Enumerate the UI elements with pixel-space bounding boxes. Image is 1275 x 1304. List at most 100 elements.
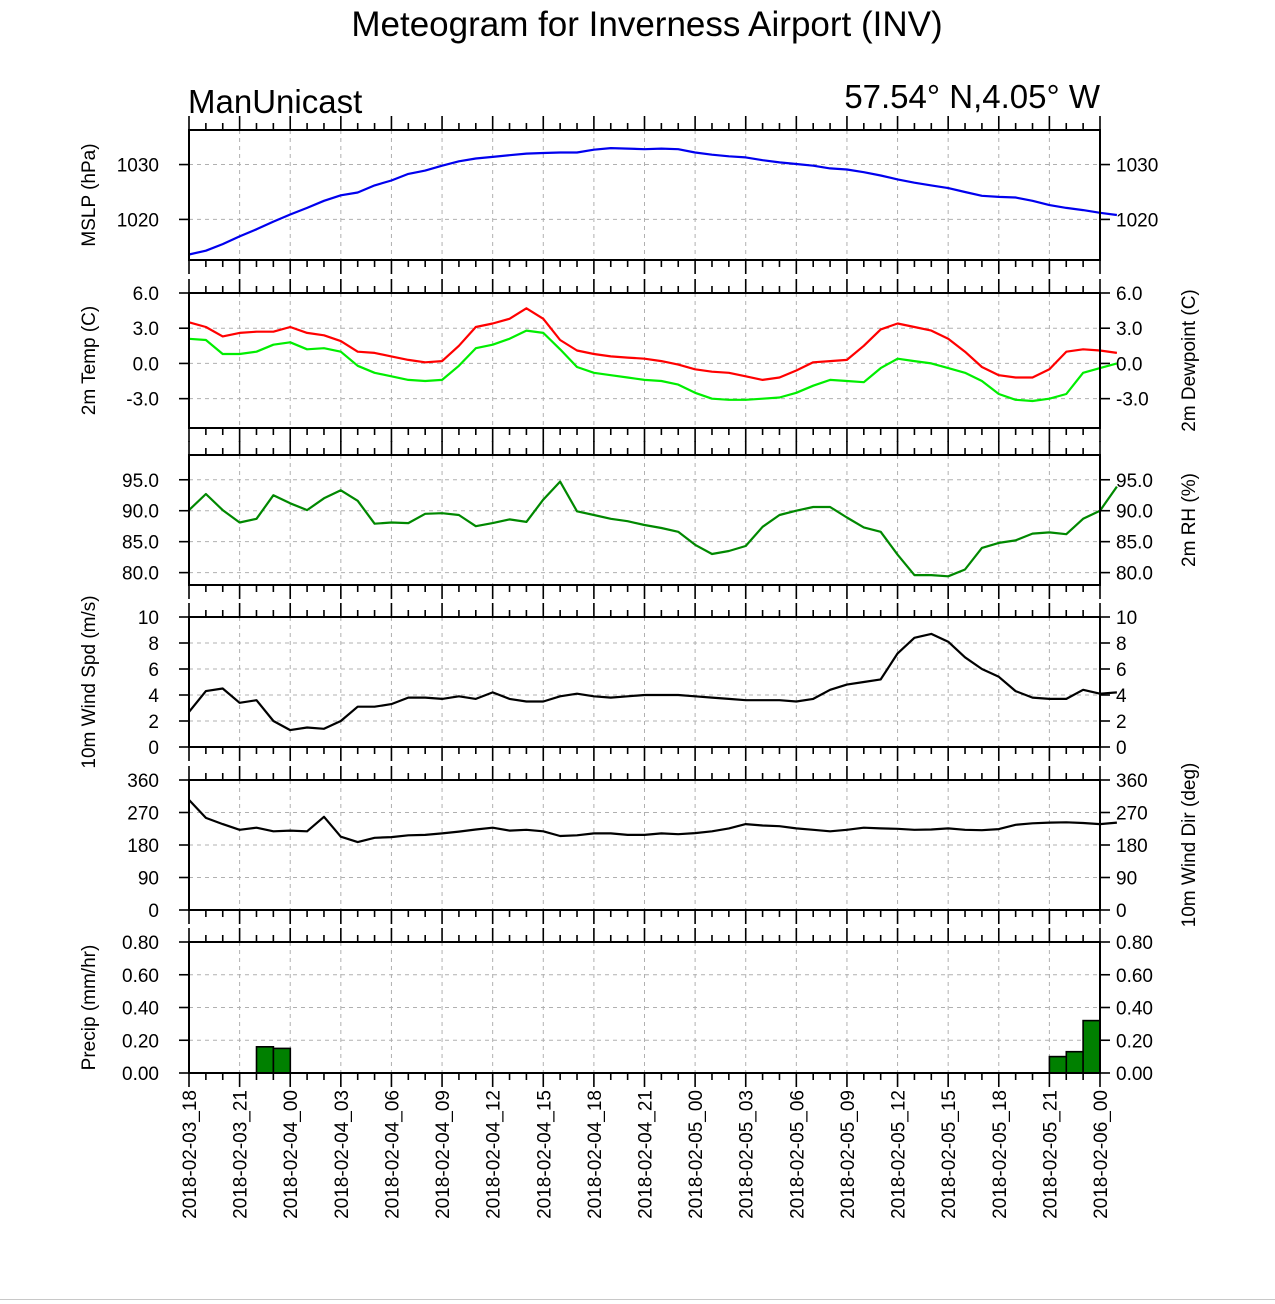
y-axis-title-left: 2m Temp (C) [79,306,100,415]
y-tick-label-left: 0.40 [122,999,159,1020]
series-line-temp [188,307,1118,381]
y-tick-label-right: 0.40 [1116,999,1153,1020]
x-tick-label: 2018-02-05_09 [838,1090,859,1219]
y-tick-label-left: 0.0 [133,354,159,375]
y-tick-label-left: 6.0 [133,284,159,305]
x-tick-label: 2018-02-06_00 [1091,1090,1112,1219]
y-tick-label-right: 0.0 [1116,354,1142,375]
precip-bar [1048,1055,1068,1074]
precip-bar [1065,1050,1085,1074]
y-tick-label-right: 1030 [1116,156,1158,177]
y-tick-label-left: 10 [138,608,159,629]
panel-3: 80.0 80.0 85.0 85.0 90.0 90.0 95.0 95.0 2m RH (%… [122,441,1200,599]
y-tick-label-right: 6.0 [1116,284,1142,305]
y-tick-label-right: 1020 [1116,210,1158,231]
y-tick-label-left: 2 [148,712,159,733]
y-tick-label-left: 0.00 [122,1064,159,1085]
y-tick-label-left: 6 [148,660,159,681]
y-tick-label-right: 10 [1116,608,1137,629]
y-tick-label-right: 0.20 [1116,1031,1153,1052]
x-tick-label: 2018-02-04_03 [332,1090,353,1219]
y-tick-label-right: 0 [1116,738,1127,759]
y-tick-label-left: 360 [127,771,159,792]
precip-bar [272,1047,292,1074]
x-tick-label: 2018-02-03_21 [231,1090,252,1219]
precip-bar [255,1046,275,1074]
location-coordinates-label: 57.54° N,4.05° W [844,78,1101,115]
x-tick-label: 2018-02-04_21 [636,1090,657,1219]
series-line-wind [188,799,1117,844]
y-tick-label-left: 0 [148,901,159,922]
y-tick-label-right: 180 [1116,836,1148,857]
x-tick-label: 2018-02-05_03 [737,1090,758,1219]
y-tick-label-right: 0 [1116,901,1127,922]
panel-4: 0 0 2 2 4 4 6 6 8 8 10 10 10m Wind Spd (m/s) [79,595,1137,768]
y-tick-label-right: 0.80 [1116,933,1153,954]
precip-bar [1082,1019,1101,1074]
y-tick-label-right: 3.0 [1116,319,1142,340]
x-tick-label: 2018-02-04_00 [281,1090,302,1219]
y-tick-label-right: 80.0 [1116,564,1153,585]
x-tick-label: 2018-02-05_12 [889,1090,910,1219]
panel-5: 0 0 90 90 180 180 270 270 360 360 10m Wind Dir (de… [127,763,1200,928]
y-tick-label-right: 2 [1116,712,1127,733]
y-tick-label-right: 270 [1116,804,1148,825]
series-line-rh [188,480,1118,578]
x-tick-label: 2018-02-04_12 [484,1090,505,1219]
x-tick-label: 2018-02-05_15 [939,1090,960,1219]
y-tick-label-right: 360 [1116,771,1148,792]
y-tick-label-left: 95.0 [122,471,159,492]
y-axis-title-right: 10m Wind Dir (deg) [1179,763,1200,928]
y-tick-label-left: 90 [138,869,159,890]
y-axis-title-right: 2m Dewpoint (C) [1179,289,1200,432]
y-tick-label-left: 1020 [117,210,159,231]
model-name-label: ManUnicast [188,83,362,120]
bottom-divider [0,1299,1275,1300]
y-tick-label-left: 8 [148,634,159,655]
time-axis: 2018-02-03_18 2018-02-03_21 2018-02-04_00 2… [180,1090,1112,1219]
x-tick-label: 2018-02-04_15 [534,1090,555,1219]
series-line-dewpoint [188,329,1118,403]
y-tick-label-right: 0.60 [1116,966,1153,987]
y-tick-label-left: 90.0 [122,502,159,523]
y-tick-label-left: -3.0 [126,390,159,411]
y-tick-label-left: 0.20 [122,1031,159,1052]
y-axis-title-left: MSLP (hPa) [79,143,100,246]
x-tick-label: 2018-02-05_06 [787,1090,808,1219]
x-tick-label: 2018-02-05_18 [990,1090,1011,1219]
y-tick-label-left: 180 [127,836,159,857]
y-tick-label-right: 0.00 [1116,1064,1153,1085]
y-tick-label-right: 8 [1116,634,1127,655]
chart-title: Meteogram for Inverness Airport (INV) [351,5,942,44]
y-tick-label-left: 80.0 [122,564,159,585]
y-tick-label-left: 0.80 [122,933,159,954]
x-tick-label: 2018-02-04_09 [433,1090,454,1219]
y-tick-label-left: 85.0 [122,533,159,554]
y-tick-label-left: 0 [148,738,159,759]
x-tick-label: 2018-02-03_18 [180,1090,201,1219]
y-axis-title-right: 2m RH (%) [1179,473,1200,567]
y-tick-label-right: -3.0 [1116,390,1149,411]
y-tick-label-left: 0.60 [122,966,159,987]
y-axis-title-left: 10m Wind Spd (m/s) [79,595,100,768]
y-tick-label-left: 270 [127,804,159,825]
y-tick-label-left: 1030 [117,156,159,177]
x-tick-label: 2018-02-05_21 [1040,1090,1061,1219]
y-tick-label-right: 90.0 [1116,502,1153,523]
y-tick-label-right: 95.0 [1116,471,1153,492]
y-tick-label-right: 90 [1116,869,1137,890]
y-tick-label-right: 4 [1116,686,1127,707]
panel-2: -3.0 -3.0 0.0 0.0 3.0 3.0 6.0 6.0 2m Temp (C) 2m … [79,279,1200,442]
y-tick-label-right: 6 [1116,660,1127,681]
x-tick-label: 2018-02-04_06 [382,1090,403,1219]
x-tick-label: 2018-02-05_00 [686,1090,707,1219]
y-axis-title-left: Precip (mm/hr) [79,945,100,1071]
x-tick-label: 2018-02-04_18 [585,1090,606,1219]
panel-1: 1020 1020 1030 1030 MSLP (hPa) [79,116,1158,274]
series-line-mslp [188,147,1118,256]
y-tick-label-left: 4 [148,686,159,707]
series-line-wind [188,632,1117,732]
